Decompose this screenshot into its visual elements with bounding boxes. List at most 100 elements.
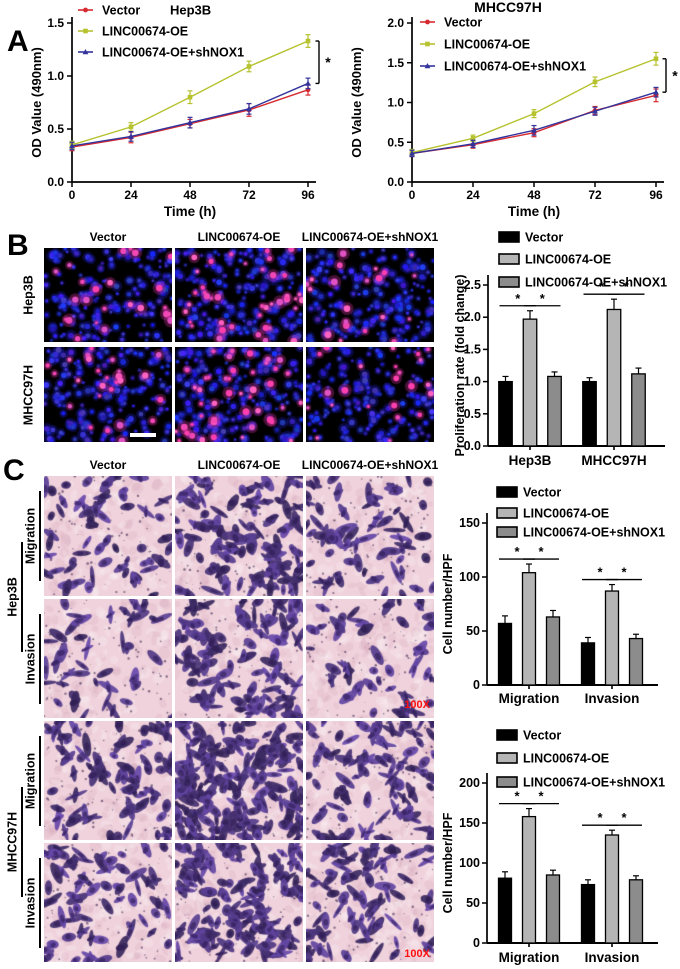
assay-row-label: Migration bbox=[23, 507, 38, 565]
legend-item-label: Vector bbox=[525, 231, 563, 245]
transwell-column-header: LINC00674-OE+shNOX1 bbox=[301, 458, 439, 472]
legend-item-label: Vector bbox=[444, 16, 482, 30]
transwell-column-header: LINC00674-OE bbox=[197, 458, 281, 472]
significance-star: * bbox=[621, 810, 627, 825]
edu-fluorescence-image bbox=[175, 248, 303, 342]
category-label: Migration bbox=[499, 950, 560, 965]
y-tick-label: 50 bbox=[466, 896, 480, 910]
data-point-marker bbox=[305, 38, 311, 44]
panel-b-label: B bbox=[7, 229, 29, 262]
legend-item-label: LINC00674-OE bbox=[523, 507, 609, 521]
y-tick-label: 1.5 bbox=[464, 342, 481, 356]
significance-star: * bbox=[515, 291, 521, 306]
y-tick-label: 1.5 bbox=[47, 16, 64, 30]
data-point-marker bbox=[82, 49, 89, 55]
data-point-marker bbox=[592, 108, 598, 114]
data-point-marker bbox=[470, 140, 476, 147]
row-label-line bbox=[39, 491, 41, 581]
bar bbox=[628, 637, 644, 686]
x-tick-label: 0 bbox=[409, 188, 416, 202]
y-axis-label: OD Value (490nm) bbox=[349, 47, 364, 158]
edu-column-header: Vector bbox=[89, 230, 127, 244]
significance-star: * bbox=[540, 291, 546, 306]
y-tick-label: 0 bbox=[473, 936, 480, 950]
data-point-marker bbox=[425, 41, 430, 47]
transwell-image bbox=[306, 843, 434, 962]
bar bbox=[547, 375, 562, 447]
magnification-label: 100X bbox=[404, 699, 430, 711]
transwell-column-header: Vector bbox=[89, 458, 127, 472]
legend-item-label: LINC00674-OE bbox=[523, 752, 609, 766]
x-tick-label: 72 bbox=[242, 188, 256, 202]
y-tick-label: 200 bbox=[459, 776, 480, 790]
transwell-image bbox=[175, 476, 303, 596]
panel-a-label: A bbox=[7, 25, 29, 58]
transwell-image bbox=[44, 721, 172, 840]
y-tick-label: 0.5 bbox=[47, 122, 64, 136]
edu-row-label: Hep3B bbox=[21, 275, 36, 315]
transwell-image bbox=[306, 599, 434, 718]
significance-star: * bbox=[325, 54, 331, 70]
x-tick-label: 96 bbox=[301, 188, 315, 202]
data-point-marker bbox=[83, 28, 88, 34]
y-axis-label: Cell number/HPF bbox=[441, 553, 455, 654]
data-point-marker bbox=[653, 89, 659, 95]
data-point-marker bbox=[305, 80, 311, 86]
y-tick-label: 0 bbox=[473, 678, 480, 692]
y-tick-label: 150 bbox=[459, 516, 480, 530]
chart-title: MHCC97H bbox=[474, 0, 542, 15]
legend-item-label: LINC00674-OE bbox=[525, 253, 611, 267]
data-point-marker bbox=[425, 19, 430, 25]
hep3b-od-line-chart: 0.0 0.5 1.0 1.5 0 24 48 72 96 OD Value (490nm) Tim… bbox=[29, 3, 331, 220]
data-point-marker bbox=[246, 64, 252, 69]
legend-item-label: LINC00674-OE bbox=[102, 25, 188, 39]
x-tick-label: 24 bbox=[466, 188, 480, 202]
magnification-label: 100X bbox=[404, 948, 430, 960]
transwell-image bbox=[175, 721, 303, 840]
significance-star: * bbox=[538, 544, 544, 559]
group-label-line bbox=[21, 542, 23, 653]
bar bbox=[522, 318, 538, 447]
x-axis-label: Time (h) bbox=[508, 204, 560, 219]
y-tick-label: 1.0 bbox=[47, 69, 64, 83]
significance-star: * bbox=[599, 279, 605, 294]
y-tick-label: 50 bbox=[466, 624, 480, 638]
legend-item-label: LINC00674-OE+shNOX1 bbox=[523, 526, 665, 540]
y-tick-label: 2.5 bbox=[464, 278, 481, 292]
legend-item-label: LINC00674-OE+shNOX1 bbox=[444, 60, 586, 74]
assay-row-label: Invasion bbox=[23, 633, 38, 684]
significance-star: * bbox=[514, 789, 520, 804]
significance-star: * bbox=[621, 565, 627, 580]
category-label: MHCC97H bbox=[581, 453, 646, 468]
y-axis-label: OD Value (490nm) bbox=[29, 47, 44, 158]
edu-fluorescence-image bbox=[175, 347, 303, 442]
bar bbox=[521, 815, 537, 944]
legend-item-label: LINC00674-OE+shNOX1 bbox=[525, 276, 667, 290]
significance-star: * bbox=[624, 279, 630, 294]
transwell-image bbox=[44, 599, 172, 718]
y-tick-label: 1.0 bbox=[464, 375, 481, 389]
row-label-line bbox=[39, 857, 41, 948]
data-point-marker bbox=[246, 105, 252, 112]
data-point-marker bbox=[128, 133, 134, 139]
mhcc97h-od-line-chart: 0.0 0.5 1.0 1.5 2.0 0 24 48 72 96 OD Value (490nm)… bbox=[349, 0, 678, 219]
category-label: Invasion bbox=[585, 950, 640, 965]
bar bbox=[604, 590, 620, 686]
data-point-marker bbox=[531, 127, 537, 133]
data-point-marker bbox=[83, 7, 88, 13]
edu-fluorescence-image bbox=[44, 248, 172, 342]
hep3b-transwell-bar-chart: Vector LINC00674-OE LINC00674-OE+shNOX1 0 50… bbox=[441, 486, 665, 707]
edu-column-header: LINC00674-OE+shNOX1 bbox=[301, 230, 439, 244]
y-tick-label: 0.0 bbox=[464, 439, 481, 453]
category-label: Migration bbox=[499, 691, 560, 706]
data-point-marker bbox=[409, 150, 415, 156]
transwell-image bbox=[175, 599, 303, 718]
bar bbox=[497, 877, 513, 944]
data-point-marker bbox=[187, 94, 193, 100]
category-label: Hep3B bbox=[509, 453, 552, 468]
assay-row-label: Migration bbox=[23, 752, 38, 809]
edu-row-label: MHCC97H bbox=[21, 364, 36, 425]
y-tick-label: 1.5 bbox=[387, 56, 404, 70]
bar bbox=[497, 622, 513, 686]
